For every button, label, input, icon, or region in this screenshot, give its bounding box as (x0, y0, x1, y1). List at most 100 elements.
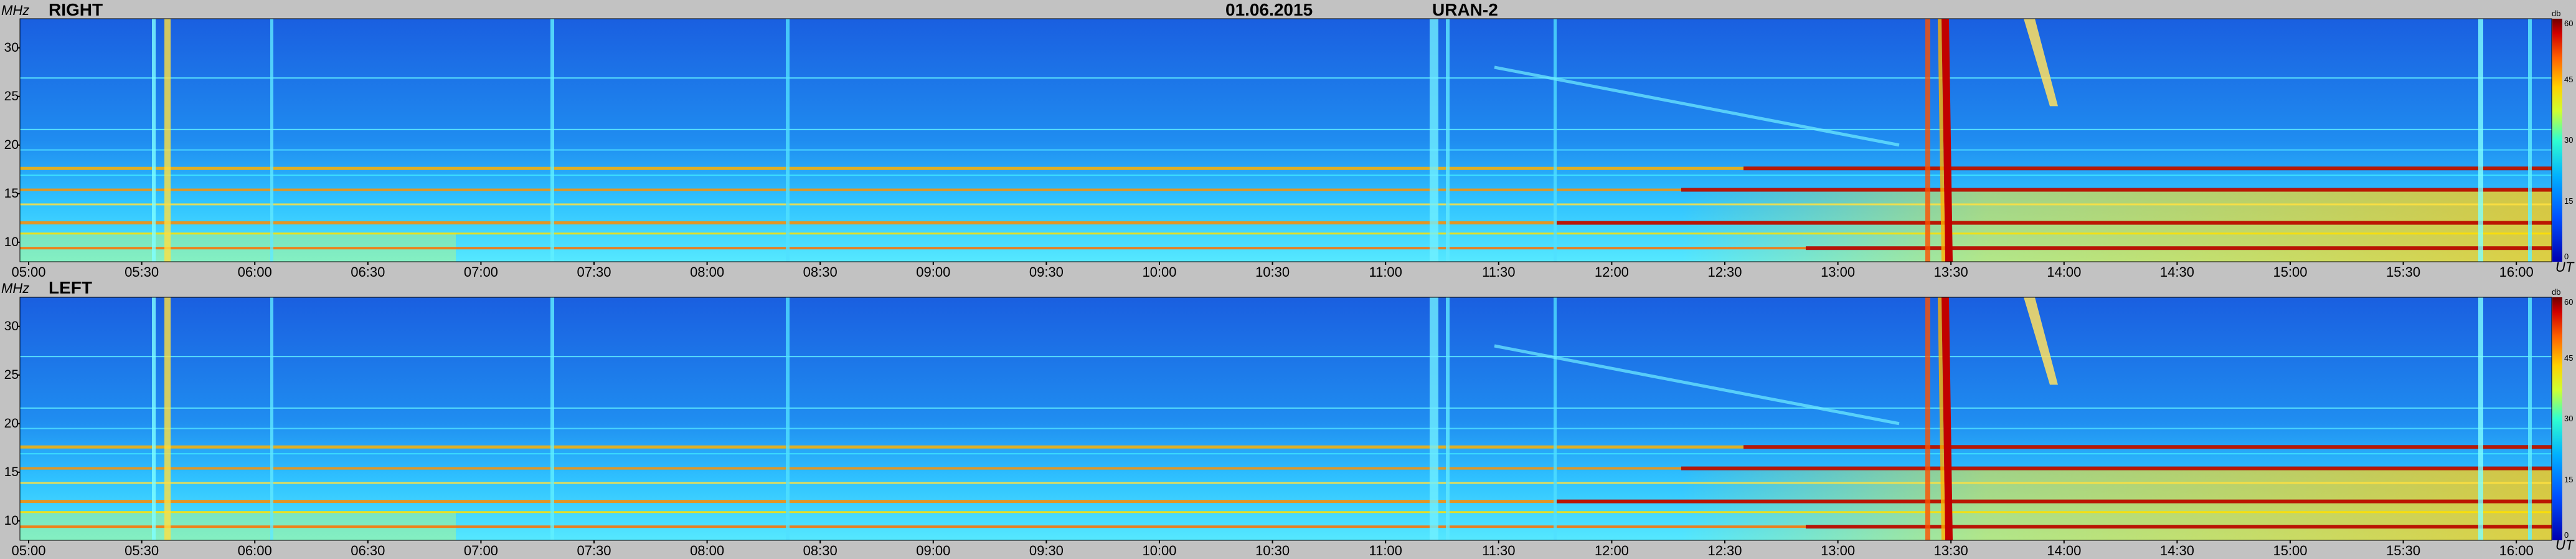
interference-band (20, 203, 2552, 206)
colorbar-unit-right: db (2552, 9, 2561, 18)
y-tick-label: 30 (4, 318, 19, 333)
interference-band (20, 149, 2552, 151)
interference-band (20, 356, 2552, 358)
x-unit-label-left: UT (2555, 537, 2574, 553)
x-tick-label: 15:30 (2386, 264, 2421, 280)
broadband-burst (1554, 297, 1557, 540)
y-tick-label: 25 (4, 367, 19, 382)
strong-band (1681, 188, 2552, 192)
interference-band (20, 407, 2552, 409)
broadband-burst (2528, 297, 2532, 540)
broadband-burst (550, 19, 554, 262)
strong-band (1743, 445, 2552, 449)
colorbar-right (2552, 19, 2562, 262)
broadband-burst (550, 297, 554, 540)
panel-title-right: RIGHT (49, 0, 103, 19)
y-tick-label: 10 (4, 234, 19, 249)
y-tick-label: 20 (4, 137, 19, 152)
colorbar-unit-left: db (2552, 287, 2561, 297)
colorbar-tick-label: 45 (2564, 353, 2574, 363)
x-tick-label: 12:00 (1594, 264, 1629, 280)
panel-title-left: LEFT (49, 278, 92, 297)
drifting-feature (1494, 344, 1900, 426)
interference-band (20, 482, 2552, 484)
y-tick-label: 25 (4, 88, 19, 103)
colorbar-tick-label: 60 (2564, 297, 2574, 307)
colorbar-tick-label: 15 (2564, 196, 2574, 206)
colorbar-tick-label: 0 (2564, 530, 2569, 540)
interference-band (20, 128, 2552, 130)
strong-band (1557, 499, 2552, 504)
y-tick-label: 20 (4, 416, 19, 431)
broadband-burst (270, 297, 273, 540)
broadband-burst (1925, 297, 1930, 540)
x-unit-label-right: UT (2555, 259, 2574, 275)
broadband-burst (786, 19, 790, 262)
afternoon-emission-region (1681, 467, 2552, 540)
x-tick-label: 13:00 (1821, 264, 1856, 280)
strong-band (1806, 525, 2552, 529)
y-tick-label: 30 (4, 40, 19, 55)
strong-band (1743, 166, 2552, 171)
broadband-burst (152, 19, 156, 262)
interference-band (20, 77, 2552, 79)
broadband-burst (2528, 19, 2532, 262)
interference-band (20, 525, 2552, 528)
interference-band (20, 188, 2552, 191)
broadband-burst (2478, 19, 2483, 262)
x-tick-label: 15:00 (2273, 264, 2308, 280)
solar-burst-edge (1938, 297, 1945, 540)
interference-band (20, 428, 2552, 429)
colorbar-tick-label: 15 (2564, 474, 2574, 484)
observation-date: 01.06.2015 (1225, 0, 1313, 19)
y-tick-label: 10 (4, 513, 19, 528)
x-tick-label: 08:00 (690, 264, 725, 280)
x-tick-label: 09:00 (916, 264, 951, 280)
y-tick-label: 15 (4, 186, 19, 201)
plot-frame (19, 18, 2552, 262)
x-tick-label: 05:00 (11, 264, 46, 280)
x-tick-label: 14:00 (2047, 264, 2082, 280)
broadband-burst (1446, 297, 1450, 540)
drifting-feature (1494, 65, 1900, 147)
broadband-burst (786, 297, 790, 540)
x-tick-label: 07:30 (577, 264, 611, 280)
x-tick-label: 12:30 (1707, 264, 1742, 280)
interference-band (20, 453, 2552, 455)
y-unit-label-right: MHz (1, 2, 30, 18)
colorbar-tick-label: 60 (2564, 19, 2574, 28)
interference-band (20, 174, 2552, 176)
x-tick-label: 06:00 (237, 264, 272, 280)
x-tick-label: 10:00 (1142, 264, 1177, 280)
solar-burst-edge (1938, 19, 1945, 262)
plot-frame (19, 297, 2552, 541)
interference-band (20, 511, 2552, 514)
x-tick-label: 08:30 (803, 264, 837, 280)
x-tick-label: 05:30 (125, 264, 159, 280)
broadband-burst (1430, 297, 1438, 540)
colorbar-tick-label: 30 (2564, 414, 2574, 423)
colorbar-tick-label: 0 (2564, 252, 2569, 261)
interference-band (20, 232, 2552, 235)
x-tick-label: 13:30 (1933, 264, 1968, 280)
colorbar-left (2552, 297, 2562, 540)
strong-band (1557, 221, 2552, 225)
broadband-burst (152, 297, 156, 540)
drifting-burst (2024, 19, 2058, 107)
broadband-burst (164, 297, 171, 540)
x-tick-label: 16:00 (2499, 264, 2534, 280)
interference-band (20, 166, 2552, 170)
x-tick-label: 11:00 (1369, 264, 1402, 280)
x-tick-label: 11:30 (1482, 264, 1516, 280)
interference-band (20, 247, 2552, 250)
y-tick-label: 15 (4, 464, 19, 479)
broadband-burst (1446, 19, 1450, 262)
broadband-burst (164, 19, 171, 262)
interference-band (20, 500, 2552, 504)
broadband-burst (2478, 297, 2483, 540)
x-tick-label: 09:30 (1029, 264, 1064, 280)
x-tick-label: 10:30 (1255, 264, 1290, 280)
instrument-name: URAN-2 (1432, 0, 1498, 19)
strong-band (1681, 466, 2552, 471)
